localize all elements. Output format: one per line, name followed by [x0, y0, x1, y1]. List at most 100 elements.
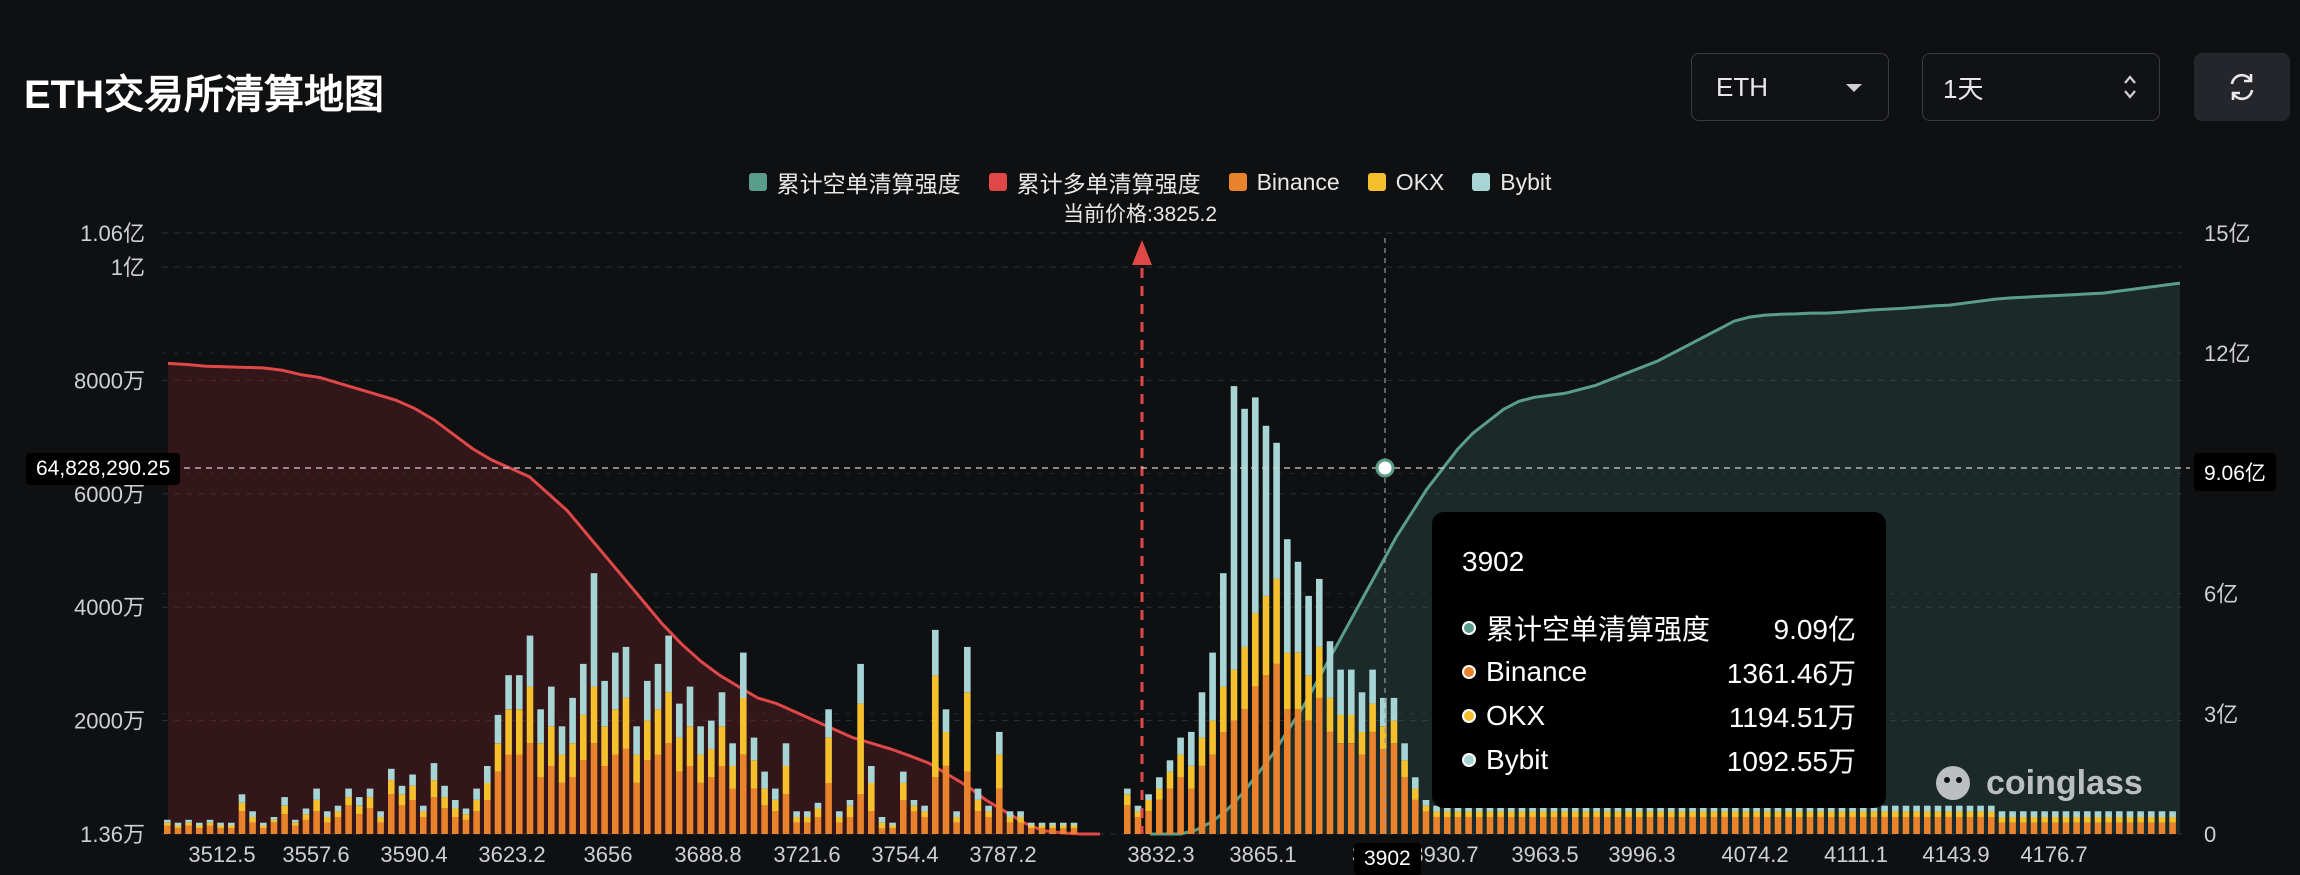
bar-bybit — [1486, 805, 1494, 812]
bar-bybit — [164, 819, 171, 823]
bar-bybit — [2084, 811, 2091, 817]
bar-okx — [996, 754, 1003, 789]
bar-okx — [1817, 811, 1824, 817]
bar-bybit — [292, 819, 299, 823]
bar-okx — [377, 817, 384, 823]
y-left-tick: 1亿 — [111, 255, 145, 280]
legend-item-binance[interactable]: Binance — [1228, 165, 1340, 199]
bar-bybit — [1465, 805, 1472, 812]
bar-bybit — [1380, 697, 1387, 727]
bar-binance — [1934, 817, 1942, 834]
bar-bybit — [644, 680, 651, 721]
bar-bybit — [270, 817, 278, 820]
bar-bybit — [1913, 805, 1920, 812]
bar-binance — [334, 817, 342, 834]
bar-binance — [1689, 817, 1696, 834]
bar-okx — [1369, 703, 1376, 732]
bar-binance — [292, 825, 299, 834]
bar-bybit — [1273, 442, 1280, 579]
bar-bybit — [334, 805, 342, 812]
bar-okx — [1753, 811, 1760, 817]
bar-binance — [409, 800, 416, 834]
legend-item-okx[interactable]: OKX — [1367, 165, 1444, 199]
bar-binance — [932, 777, 939, 834]
bar-binance — [430, 797, 438, 834]
tooltip-row: 累计空单清算强度 9.09亿 — [1462, 606, 1856, 650]
chevron-down-icon — [1846, 84, 1862, 92]
legend-item-short[interactable]: 累计空单清算强度 — [748, 165, 961, 199]
legend-item-bybit[interactable]: Bybit — [1472, 165, 1551, 199]
bar-binance — [633, 783, 640, 834]
bar-bybit — [1742, 805, 1750, 812]
bar-binance — [1497, 817, 1504, 834]
bar-binance — [750, 788, 758, 834]
bar-okx — [1561, 811, 1568, 817]
bar-bybit — [537, 709, 544, 744]
bar-okx — [2009, 817, 2016, 823]
bar-okx — [1860, 811, 1867, 817]
bar-binance — [1476, 817, 1483, 834]
bar-binance — [836, 822, 843, 834]
bar-bybit — [494, 714, 502, 744]
bar-okx — [1038, 825, 1046, 829]
period-select[interactable]: 1天 — [1922, 53, 2160, 121]
bar-binance — [1220, 731, 1227, 834]
tooltip-dot — [1462, 621, 1476, 635]
bar-bybit — [217, 822, 224, 826]
bar-okx — [238, 802, 246, 812]
crosshair-left-value: 64,828,290.25 — [26, 453, 181, 485]
coin-select[interactable]: ETH — [1691, 53, 1889, 121]
tooltip-dot — [1462, 709, 1476, 723]
bar-bybit — [1017, 811, 1024, 817]
bar-okx — [569, 743, 576, 778]
bar-binance — [1742, 817, 1750, 834]
bar-okx — [1614, 811, 1622, 817]
bar-bybit — [302, 808, 310, 815]
bar-okx — [729, 766, 736, 789]
bar-bybit — [590, 573, 598, 687]
bar-okx — [1934, 811, 1942, 817]
bar-okx — [1956, 811, 1963, 817]
bar-bybit — [388, 768, 395, 781]
x-tick: 3656 — [584, 842, 633, 867]
bar-okx — [2105, 817, 2112, 823]
bar-bybit — [345, 788, 352, 798]
bar-bybit — [1305, 595, 1312, 676]
bar-binance — [1774, 817, 1782, 834]
bar-binance — [2169, 822, 2176, 834]
bar-okx — [462, 814, 470, 820]
bar-bybit — [526, 635, 534, 687]
bar-okx — [1124, 794, 1131, 806]
bar-binance — [1326, 731, 1334, 834]
bar-binance — [164, 825, 171, 834]
bar-okx — [270, 819, 278, 823]
bar-binance — [804, 822, 811, 834]
bar-bybit — [676, 703, 683, 738]
bar-binance — [1785, 817, 1792, 834]
bar-bybit — [1070, 822, 1078, 826]
bar-binance — [1262, 675, 1270, 834]
bar-okx — [1134, 811, 1142, 817]
bar-bybit — [1689, 805, 1696, 812]
bar-binance — [2105, 822, 2112, 834]
bar-binance — [1454, 817, 1462, 834]
period-select-value: 1天 — [1943, 73, 1984, 104]
bar-okx — [164, 822, 171, 826]
legend-item-long[interactable]: 累计多单清算强度 — [988, 165, 1201, 199]
bar-okx — [1806, 811, 1814, 817]
bar-binance — [302, 819, 310, 834]
bar-bybit — [1326, 641, 1334, 698]
bar-bybit — [1433, 805, 1440, 812]
bar-bybit — [1838, 805, 1846, 812]
refresh-button[interactable] — [2194, 53, 2290, 121]
bar-bybit — [889, 822, 896, 826]
tooltip-label: Bybit — [1486, 744, 1549, 775]
x-tick: 3623.2 — [478, 842, 545, 867]
x-tick: 3512.5 — [188, 842, 255, 867]
bar-bybit — [1518, 805, 1526, 812]
bar-bybit — [1753, 805, 1760, 812]
bar-okx — [825, 737, 832, 783]
legend-label: 累计空单清算强度 — [776, 171, 961, 197]
bar-binance — [2030, 822, 2038, 834]
